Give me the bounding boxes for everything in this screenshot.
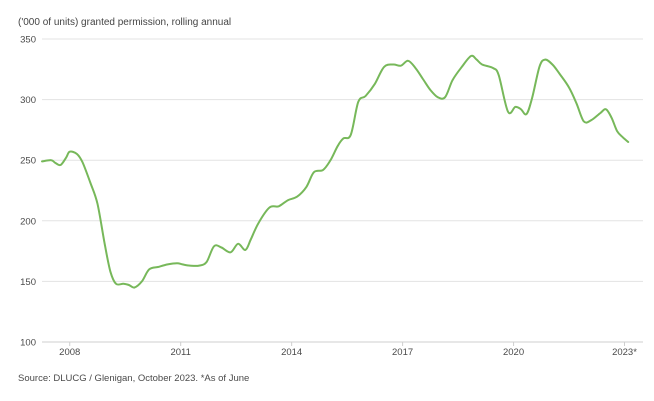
chart-subtitle: ('000 of units) granted permission, roll…: [18, 17, 231, 28]
x-tick-label: 2017: [392, 347, 413, 358]
y-axis: 100 150 200 250 300 350: [20, 35, 36, 349]
series-line: [41, 54, 630, 289]
y-tick-label: 200: [20, 216, 36, 227]
x-tick-label: 2014: [281, 347, 302, 358]
y-tick-label: 250: [20, 156, 36, 167]
series-layer: [41, 54, 630, 289]
x-tick-label: 2008: [59, 347, 80, 358]
y-tick-label: 100: [20, 338, 36, 349]
x-tick-label: 2011: [170, 347, 190, 358]
y-tick-label: 300: [20, 95, 36, 106]
x-axis: 2008 2011 2014 2017 2020 2023*: [59, 342, 637, 358]
chart-source: Source: DLUCG / Glenigan, October 2023. …: [18, 373, 249, 384]
y-tick-label: 350: [20, 35, 36, 46]
y-tick-label: 150: [20, 277, 36, 288]
gridlines: [42, 38, 643, 343]
x-tick-label: 2023*: [612, 347, 637, 358]
x-tick-label: 2020: [503, 347, 524, 358]
